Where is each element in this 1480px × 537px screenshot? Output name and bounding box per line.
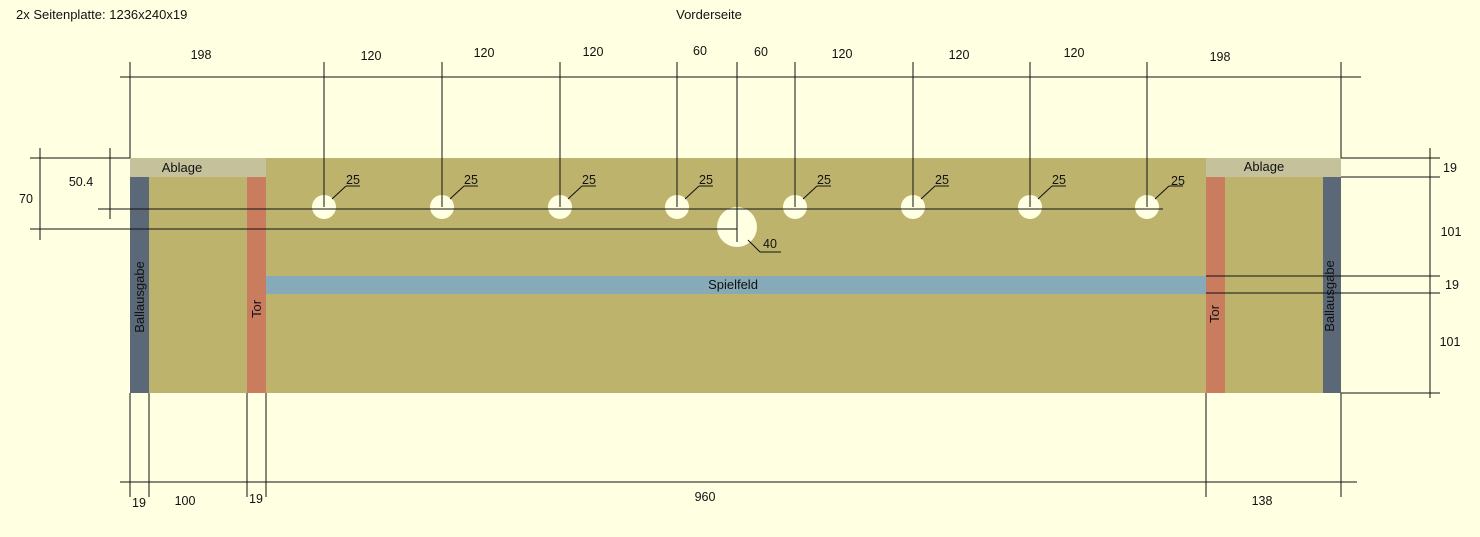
- spielfeld-strip: [266, 276, 1206, 294]
- ablage-left: [130, 158, 266, 177]
- hole-label-1: 25: [346, 173, 360, 187]
- hole-label-2: 25: [464, 173, 478, 187]
- tor-right-label: Tor: [1207, 304, 1222, 323]
- top-dim-9: 120: [1064, 46, 1085, 60]
- bottom-dim-4: 960: [695, 490, 716, 504]
- ballausgabe-right-label: Ballausgabe: [1322, 260, 1337, 332]
- view-title: Vorderseite: [676, 7, 742, 22]
- bottom-dim-2: 100: [175, 494, 196, 508]
- leader-5: [802, 185, 818, 200]
- ballausgabe-left-label: Ballausgabe: [132, 261, 147, 333]
- top-dim-10: 198: [1210, 50, 1231, 64]
- top-dim-8: 120: [949, 48, 970, 62]
- hole-label-5: 25: [817, 173, 831, 187]
- leader-6: [920, 185, 936, 200]
- tor-right: [1206, 177, 1225, 393]
- hole-label-8: 25: [1171, 174, 1185, 188]
- spielfeld-label: Spielfeld: [708, 277, 758, 292]
- hole-label-7: 25: [1052, 173, 1066, 187]
- right-dim-4: 101: [1440, 335, 1461, 349]
- left-dim-2: 70: [19, 192, 33, 206]
- right-dim-1: 19: [1443, 161, 1457, 175]
- top-dim-2: 120: [361, 49, 382, 63]
- right-dim-2: 101: [1441, 225, 1462, 239]
- bottom-dim-1: 19: [132, 496, 146, 510]
- bottom-dim-3: 19: [249, 492, 263, 506]
- leader-7: [1037, 185, 1053, 200]
- leader-4: [684, 185, 700, 200]
- bottom-dim-5: 138: [1252, 494, 1273, 508]
- hole-label-6: 25: [935, 173, 949, 187]
- top-dim-6: 60: [754, 45, 768, 59]
- leader-2: [449, 185, 465, 200]
- ballausgabe-left: [130, 177, 149, 393]
- hole-label-4: 25: [699, 173, 713, 187]
- leader-8: [1154, 185, 1170, 200]
- ablage-right: [1206, 158, 1341, 177]
- leader-3: [567, 185, 583, 200]
- tor-left-label: Tor: [249, 299, 264, 318]
- hole-label-large: 40: [763, 237, 777, 251]
- top-dim-5: 60: [693, 44, 707, 58]
- ballausgabe-right: [1323, 177, 1341, 393]
- left-dim-1: 50.4: [69, 175, 93, 189]
- top-dim-1: 198: [191, 48, 212, 62]
- board-body: [130, 158, 1341, 393]
- top-dim-3: 120: [474, 46, 495, 60]
- leader-large: [747, 239, 761, 253]
- tor-left: [247, 177, 266, 393]
- ablage-left-label: Ablage: [162, 160, 202, 175]
- hole-label-3: 25: [582, 173, 596, 187]
- top-dim-7: 120: [832, 47, 853, 61]
- dimension-lines: [30, 62, 1440, 497]
- ablage-right-label: Ablage: [1244, 159, 1284, 174]
- leader-1: [331, 185, 347, 200]
- part-label: 2x Seitenplatte: 1236x240x19: [16, 7, 187, 22]
- right-dim-3: 19: [1445, 278, 1459, 292]
- top-dim-4: 120: [583, 45, 604, 59]
